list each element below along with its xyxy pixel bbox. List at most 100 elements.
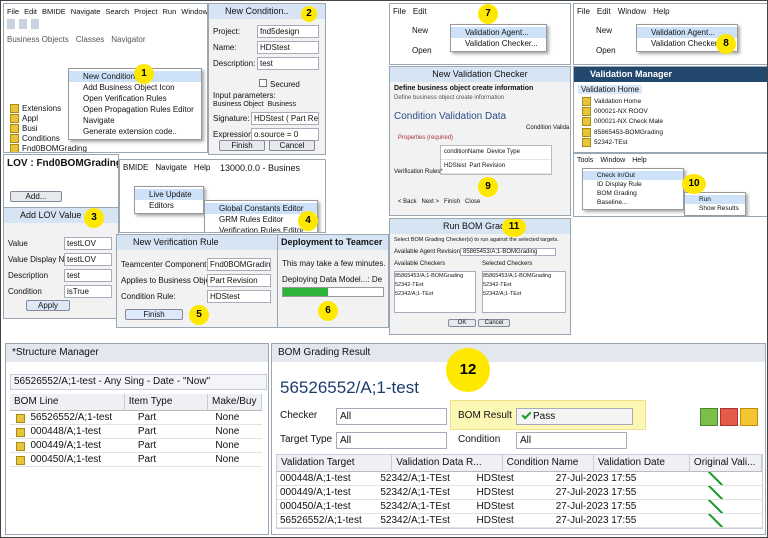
view-tab[interactable]: Classes bbox=[76, 35, 104, 44]
column-header[interactable]: Item Type bbox=[125, 394, 209, 410]
tree-node[interactable]: Conditions bbox=[10, 134, 87, 144]
dialog-button[interactable]: Finish bbox=[444, 199, 460, 205]
agent-combo[interactable]: 85865453/A;1-BOMGrading bbox=[460, 248, 556, 256]
radio-option[interactable]: Business Object bbox=[213, 101, 264, 108]
menu-item[interactable]: Edit bbox=[413, 7, 427, 16]
apply-button[interactable]: Apply bbox=[26, 300, 70, 311]
context-menu-item[interactable]: Open Verification Rules bbox=[69, 93, 201, 104]
submenu-item[interactable]: Run bbox=[685, 195, 745, 204]
result-row[interactable]: 000448/A;1-test 52342/A;1-TEst HDStest 27-J… bbox=[277, 472, 762, 486]
menu-item[interactable]: Navigate bbox=[71, 7, 101, 16]
bom-row[interactable]: 000449/A;1-test Part None bbox=[10, 439, 262, 453]
context-menu-item[interactable]: Open Propagation Rules Editor bbox=[69, 104, 201, 115]
tree-node[interactable]: Fnd0BOMGrading bbox=[10, 144, 87, 152]
add-button[interactable]: Add... bbox=[10, 191, 62, 202]
menu-item[interactable]: Help bbox=[653, 7, 669, 16]
menu-item[interactable]: Window bbox=[600, 157, 625, 164]
tree-node[interactable]: Validation Home bbox=[582, 97, 663, 107]
dialog-button[interactable]: Next > bbox=[422, 199, 440, 205]
menu-item[interactable]: BOM Grading bbox=[583, 189, 683, 198]
menu-item[interactable]: File bbox=[7, 7, 19, 16]
column-header[interactable]: BOM Line bbox=[10, 394, 125, 410]
menu-item[interactable]: Navigate bbox=[155, 163, 187, 172]
menu-item[interactable]: Window bbox=[181, 7, 207, 16]
tab[interactable]: Validation Home bbox=[578, 85, 643, 94]
column-header[interactable]: Validation Date bbox=[594, 455, 690, 471]
ok-button[interactable]: OK bbox=[448, 319, 476, 327]
checker-item[interactable]: 52342/A;1-TEst bbox=[395, 290, 475, 299]
menu-item[interactable]: Edit bbox=[24, 7, 37, 16]
menu-item[interactable]: ID Display Rule bbox=[583, 180, 683, 189]
condition-combo[interactable]: All bbox=[516, 432, 627, 449]
menu-item[interactable]: Help bbox=[632, 157, 646, 164]
menu-item[interactable]: Search bbox=[105, 7, 129, 16]
tree-node[interactable]: 000021-NX ROOV bbox=[582, 107, 663, 117]
menu-item[interactable]: Tools bbox=[577, 157, 593, 164]
menu-item[interactable]: Run bbox=[163, 7, 177, 16]
submenu-item[interactable]: Global Constants Editor bbox=[205, 203, 317, 214]
tree-node[interactable]: Appl bbox=[10, 114, 87, 124]
menu-item[interactable]: Open bbox=[412, 46, 432, 55]
menu-item[interactable]: Project bbox=[134, 7, 157, 16]
submenu-item[interactable]: Validation Agent... bbox=[637, 27, 737, 38]
bom-row[interactable]: 000448/A;1-test Part None bbox=[10, 425, 262, 439]
checkbox[interactable]: Secured bbox=[259, 79, 300, 89]
menu-item[interactable]: BMIDE bbox=[123, 163, 148, 172]
clear-button[interactable] bbox=[720, 408, 738, 426]
column-header[interactable]: Original Vali... bbox=[690, 455, 762, 471]
menu-item[interactable]: Live Update bbox=[135, 189, 203, 200]
menu-item[interactable]: Window bbox=[618, 7, 646, 16]
submenu-item[interactable]: Validation Checker... bbox=[637, 38, 737, 49]
finish-button[interactable]: Finish bbox=[219, 140, 265, 151]
view-tab[interactable]: Business Objects bbox=[7, 35, 69, 44]
column-header[interactable]: Validation Data R... bbox=[392, 455, 503, 471]
tree-node[interactable]: Extensions bbox=[10, 104, 87, 114]
tree-node[interactable]: Busi bbox=[10, 124, 87, 134]
bom-row[interactable]: 000450/A;1-test Part None bbox=[10, 453, 262, 467]
result-row[interactable]: 000450/A;1-test 52342/A;1-TEst HDStest 27-J… bbox=[277, 500, 762, 514]
tree-node[interactable]: 000021-NX Check Male bbox=[582, 117, 663, 127]
cancel-button[interactable]: Cancel bbox=[269, 140, 315, 151]
dialog-button[interactable]: < Back bbox=[398, 199, 417, 205]
view-tab[interactable]: BOM Grading Result bbox=[272, 344, 765, 362]
checker-item[interactable]: 85865453/A;1-BOMGrading bbox=[395, 272, 475, 281]
menu-item[interactable]: File bbox=[577, 7, 590, 16]
menu-item[interactable]: File bbox=[393, 7, 406, 16]
submenu-item[interactable]: GRM Rules Editor bbox=[205, 214, 317, 225]
context-menu-item[interactable]: Add Business Object Icon bbox=[69, 82, 201, 93]
context-menu-item[interactable]: Navigate bbox=[69, 115, 201, 126]
context-menu-item[interactable]: Generate extension code.. bbox=[69, 126, 201, 137]
view-tab[interactable]: Navigator bbox=[111, 35, 145, 44]
result-row[interactable]: 56526552/A;1-test 52342/A;1-TEst HDStest 27… bbox=[277, 514, 762, 528]
menu-item[interactable]: Open bbox=[596, 46, 616, 55]
radio-option[interactable]: Business bbox=[268, 101, 296, 108]
menu-item[interactable]: Check In/Out bbox=[583, 171, 683, 180]
warning-button[interactable] bbox=[740, 408, 758, 426]
tree-node[interactable]: 85865453-BOMGrading bbox=[582, 127, 663, 138]
checker-item[interactable]: 85865453/A;1-BOMGrading bbox=[483, 272, 565, 281]
menu-item[interactable]: Edit bbox=[597, 7, 611, 16]
menu-item[interactable]: Baseline... bbox=[583, 198, 683, 207]
menu-item[interactable]: New bbox=[412, 26, 429, 35]
checker-combo[interactable]: All bbox=[336, 408, 447, 425]
menu-item[interactable]: Help bbox=[194, 163, 210, 172]
checker-item[interactable]: 52342-TEst bbox=[395, 281, 475, 290]
submenu-item[interactable]: Validation Agent... bbox=[451, 27, 546, 38]
menu-item[interactable]: Editors bbox=[135, 200, 203, 211]
column-header[interactable]: Make/Buy bbox=[208, 394, 262, 410]
finish-button[interactable]: Finish bbox=[125, 309, 183, 320]
cancel-button[interactable]: Cancel bbox=[478, 319, 510, 327]
refresh-button[interactable] bbox=[700, 408, 718, 426]
submenu-item[interactable]: Verification Rules Editor bbox=[205, 225, 317, 232]
target-type-combo[interactable]: All bbox=[336, 432, 447, 449]
view-tab[interactable]: *Structure Manager bbox=[6, 344, 268, 362]
result-row[interactable]: 000449/A;1-test 52342/A;1-TEst HDStest 27-J… bbox=[277, 486, 762, 500]
bom-row[interactable]: 56526552/A;1-test Part None bbox=[10, 411, 262, 425]
checker-item[interactable]: 52342/A;1-TEst bbox=[483, 290, 565, 299]
submenu-item[interactable]: Validation Checker... bbox=[451, 38, 546, 49]
column-header[interactable]: Validation Target bbox=[277, 455, 393, 471]
checker-item[interactable]: 52342-TEst bbox=[483, 281, 565, 290]
menu-item[interactable]: BMIDE bbox=[42, 7, 66, 16]
tree-node[interactable]: 52342-TEst bbox=[582, 137, 663, 148]
submenu-item[interactable]: Show Results bbox=[685, 204, 745, 213]
